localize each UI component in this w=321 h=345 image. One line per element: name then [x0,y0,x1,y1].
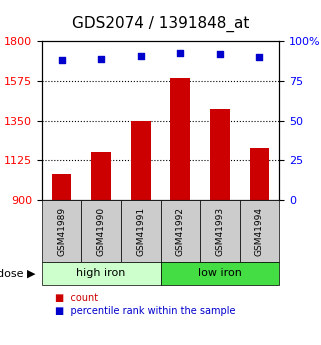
Point [138,53,143,58]
Text: ■  count: ■ count [55,293,98,303]
Point [178,50,183,55]
Text: GSM41989: GSM41989 [57,207,66,256]
Text: GDS2074 / 1391848_at: GDS2074 / 1391848_at [72,16,249,32]
Bar [249,148,269,200]
Bar [210,109,230,200]
Bar [52,174,71,200]
Text: low iron: low iron [198,268,242,278]
Text: GSM41993: GSM41993 [215,207,224,256]
Bar [131,121,151,200]
Text: high iron: high iron [76,268,126,278]
Text: ■  percentile rank within the sample: ■ percentile rank within the sample [55,306,235,316]
Text: GSM41990: GSM41990 [97,207,106,256]
Text: GSM41994: GSM41994 [255,207,264,256]
Point [257,55,262,60]
Text: dose ▶: dose ▶ [0,268,35,278]
Text: GSM41991: GSM41991 [136,207,145,256]
Point [99,56,104,62]
Bar [170,78,190,200]
Point [217,51,222,57]
Bar [91,151,111,200]
Text: GSM41992: GSM41992 [176,207,185,256]
Point [59,58,64,63]
